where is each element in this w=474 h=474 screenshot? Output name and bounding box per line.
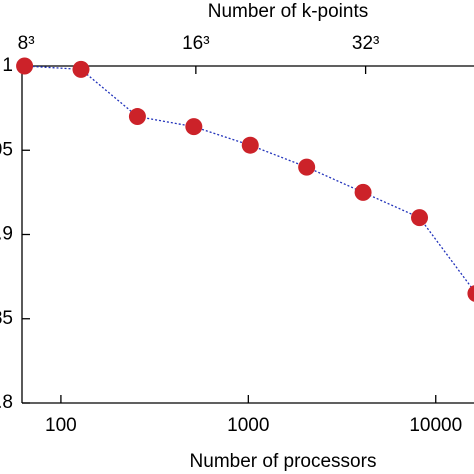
top-tick-label: 8³ (18, 33, 35, 54)
x-tick-label: 1000 (227, 415, 269, 436)
x-tick-label: 100 (45, 415, 77, 436)
point (128, 108, 146, 126)
x-tick-label: 10000 (409, 415, 462, 436)
point (298, 158, 316, 176)
point (411, 209, 429, 227)
y-tick-label: 0.95 (0, 139, 13, 160)
point (241, 136, 259, 154)
point (467, 285, 474, 302)
y-tick-label: 0.85 (0, 308, 13, 329)
y-tick-label: 1 (2, 55, 13, 76)
top-axis-label: Number of k-points (208, 1, 369, 22)
y-tick-label: 0.8 (0, 392, 13, 413)
point (185, 118, 203, 136)
y-tick-label: 0.9 (0, 224, 13, 245)
point (354, 183, 372, 201)
top-tick-label: 16³ (182, 33, 209, 54)
series-line (24, 65, 474, 292)
point (72, 60, 90, 78)
x-axis-label: Number of processors (190, 451, 377, 472)
top-tick-label: 32³ (352, 33, 379, 54)
point (16, 57, 34, 75)
